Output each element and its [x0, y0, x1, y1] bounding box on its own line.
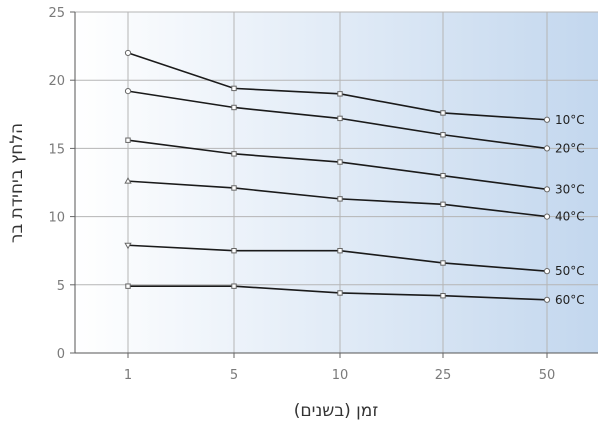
data-point	[440, 201, 446, 208]
data-point	[231, 104, 237, 111]
x-tick-label: 50	[539, 368, 556, 383]
x-tick-label: 10	[332, 368, 349, 383]
data-point	[231, 85, 237, 92]
y-tick-label: 25	[48, 6, 65, 21]
x-axis-label: זמן (בשנים)	[294, 401, 379, 421]
y-tick-label: 5	[57, 279, 65, 294]
plot-area	[75, 12, 598, 353]
series-label: 50°C	[555, 264, 585, 278]
data-point	[543, 213, 551, 220]
y-tick-label: 20	[48, 74, 65, 89]
data-point	[543, 186, 551, 193]
grid	[75, 11, 598, 353]
data-point	[337, 248, 343, 254]
data-point	[440, 132, 446, 138]
y-tick-label: 0	[57, 347, 65, 362]
series-0: 10°C	[124, 49, 585, 127]
y-tick-label: 15	[48, 142, 65, 157]
x-tick-label: 5	[230, 368, 238, 383]
series-label: 60°C	[555, 293, 585, 307]
series-label: 30°C	[555, 182, 585, 196]
data-point	[337, 115, 343, 122]
series-label: 40°C	[555, 210, 585, 224]
data-point	[337, 159, 343, 165]
data-point	[543, 268, 551, 275]
data-point	[124, 88, 132, 95]
series-label: 10°C	[555, 113, 585, 127]
data-point	[124, 49, 132, 57]
data-point	[543, 296, 551, 303]
data-point	[543, 116, 551, 123]
series-label: 20°C	[555, 141, 585, 155]
data-point	[231, 151, 237, 157]
data-point	[440, 110, 446, 116]
y-tick-label: 10	[48, 211, 65, 226]
series-group: 10°C 20°C 30°C 40°C 50°C 60°C	[124, 49, 585, 307]
data-point	[440, 293, 446, 299]
data-point	[543, 145, 551, 152]
series-1: 20°C	[124, 88, 585, 155]
data-point	[124, 177, 132, 184]
x-ticks: 1 5 10 25 50	[124, 353, 555, 383]
series-2: 30°C	[125, 137, 585, 196]
data-point	[337, 91, 343, 97]
series-4: 50°C	[124, 242, 585, 278]
x-tick-label: 25	[435, 368, 452, 383]
data-point	[440, 260, 446, 266]
data-point	[231, 185, 237, 191]
series-5: 60°C	[125, 283, 585, 307]
data-point	[125, 283, 131, 289]
data-point	[125, 137, 131, 143]
y-axis-label: הלחץ ביחידת בר	[7, 123, 27, 243]
x-tick-label: 1	[124, 368, 132, 383]
series-3: 40°C	[124, 177, 585, 224]
data-point	[231, 248, 237, 254]
data-point	[337, 290, 343, 296]
data-point	[337, 196, 343, 202]
data-point	[231, 283, 237, 289]
data-point	[440, 172, 446, 179]
y-ticks: 0 5 10 15 20 25	[48, 6, 75, 362]
data-point	[124, 242, 132, 250]
